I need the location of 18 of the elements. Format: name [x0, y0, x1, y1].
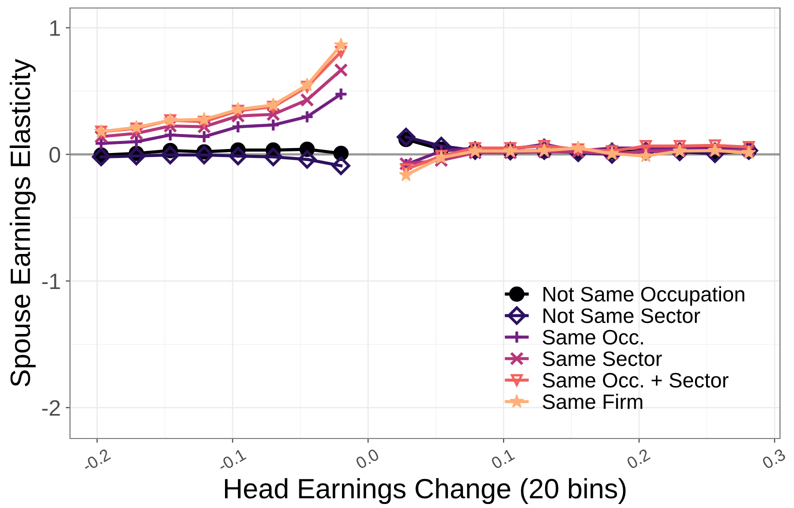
- legend-label: Not Same Sector: [543, 308, 700, 324]
- x-tick-label: 0.0: [354, 448, 380, 470]
- legend-label: Same Sector: [542, 351, 662, 366]
- x-axis-title: Head Earnings Change (20 bins): [225, 478, 626, 504]
- x-tick-label: 0.2: [626, 448, 651, 470]
- x-tick-label: -0.1: [217, 448, 247, 472]
- x-tick-label: 0.1: [490, 448, 516, 470]
- y-tick-label: -1: [42, 274, 60, 290]
- legend-label: Same Occ. + Sector: [542, 372, 728, 388]
- legend-label: Not Same Occupation: [543, 286, 744, 306]
- x-tick-label: 0.3: [761, 448, 786, 470]
- legend-label: Same Occ.: [542, 330, 643, 345]
- x-tick-label: -0.2: [82, 448, 112, 472]
- legend-label: Same Firm: [542, 394, 642, 410]
- y-tick-label: -2: [42, 400, 60, 416]
- y-axis-title: Spouse Earnings Elasticity: [10, 58, 36, 386]
- y-tick-label: 1: [50, 20, 60, 36]
- y-tick-label: 0: [49, 146, 60, 163]
